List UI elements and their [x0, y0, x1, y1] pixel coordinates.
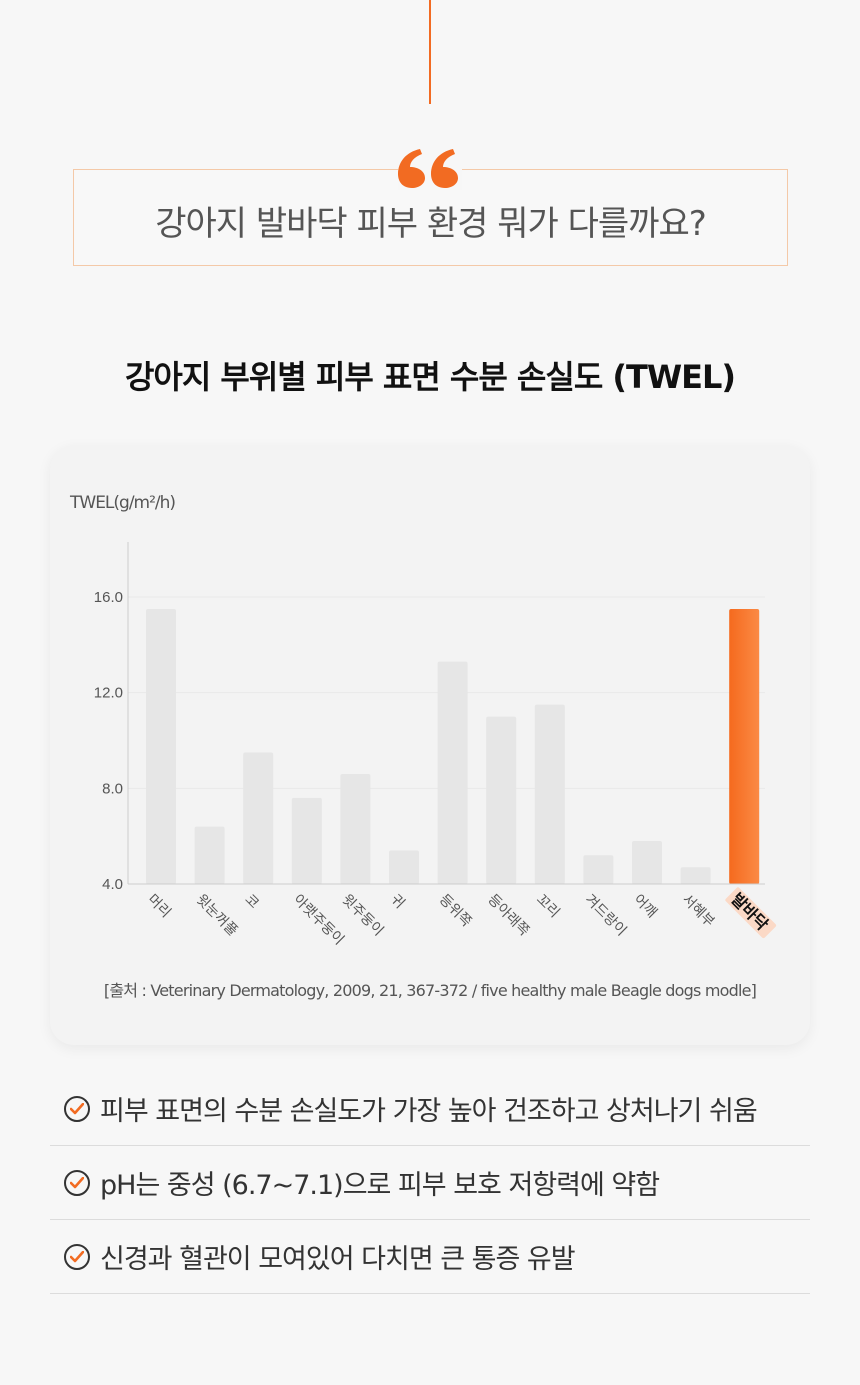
x-tick-label: 겨드랑이	[582, 892, 630, 940]
chart-source: [출처 : Veterinary Dermatology, 2009, 21, …	[103, 981, 757, 1000]
x-tick-label: 윗눈꺼풀	[193, 892, 241, 940]
benefit-text: 신경과 혈관이 모여있어 다치면 큰 통증 유발	[100, 1244, 576, 1275]
chart-bar	[243, 752, 274, 884]
list-item: 신경과 혈관이 모여있어 다치면 큰 통증 유발	[50, 1220, 810, 1294]
x-tick-label: 귀	[387, 892, 407, 912]
x-tick-label: 머리	[144, 892, 174, 922]
chart-card	[50, 445, 810, 1045]
x-tick-label: 등아래쪽	[484, 892, 532, 940]
chart-bar	[146, 608, 176, 884]
check-circle-icon	[64, 1243, 90, 1270]
x-tick-label: 꼬리	[533, 892, 563, 922]
divider-line	[429, 0, 431, 104]
chart-bar	[389, 850, 419, 884]
list-item: 피부 표면의 수분 손실도가 가장 높아 건조하고 상처나기 쉬움	[50, 1072, 810, 1146]
chart-bar	[194, 826, 225, 884]
x-tick-label: 어깨	[630, 892, 660, 922]
chart-bar	[680, 867, 711, 884]
section-title: 강아지 부위별 피부 표면 수분 손실도 (TWEL)	[124, 358, 736, 396]
y-tick-label: 16.0	[94, 589, 123, 606]
highlight-label-bg	[725, 887, 777, 939]
benefit-list: 피부 표면의 수분 손실도가 가장 높아 건조하고 상처나기 쉬움 pH는 중성…	[50, 1072, 810, 1294]
benefit-text: 피부 표면의 수분 손실도가 가장 높아 건조하고 상처나기 쉬움	[100, 1096, 758, 1127]
chart-bar	[437, 661, 468, 884]
list-item: pH는 중성 (6.7~7.1)으로 피부 보호 저항력에 약함	[50, 1146, 810, 1220]
chart-bar	[340, 773, 371, 884]
chart-bar	[291, 797, 322, 884]
y-tick-label: 4.0	[102, 876, 123, 893]
x-tick-label: 코	[241, 892, 262, 913]
quote-box: 강아지 발바닥 피부 환경 뭐가 다를까요?	[73, 169, 788, 266]
chart-bar	[632, 840, 662, 884]
x-tick-label: 서혜부	[679, 892, 718, 931]
x-tick-label: 등위쪽	[436, 892, 475, 931]
chart-bar	[486, 716, 517, 884]
quote-text: 강아지 발바닥 피부 환경 뭐가 다를까요?	[155, 204, 707, 244]
y-axis-label: TWEL(g/m²/h)	[70, 493, 176, 513]
y-tick-label: 8.0	[102, 780, 123, 797]
chart-bar	[583, 855, 614, 884]
y-tick-label: 12.0	[94, 685, 123, 702]
chart-bar	[534, 704, 565, 884]
benefit-text: pH는 중성 (6.7~7.1)으로 피부 보호 저항력에 약함	[100, 1170, 660, 1201]
x-tick-label: 윗주둥이	[339, 892, 387, 940]
check-circle-icon	[64, 1095, 90, 1122]
check-circle-icon	[64, 1169, 90, 1196]
chart-bar	[729, 608, 760, 884]
quote-mark-icon	[398, 148, 462, 190]
x-tick-label: 아랫주둥이	[290, 892, 347, 949]
